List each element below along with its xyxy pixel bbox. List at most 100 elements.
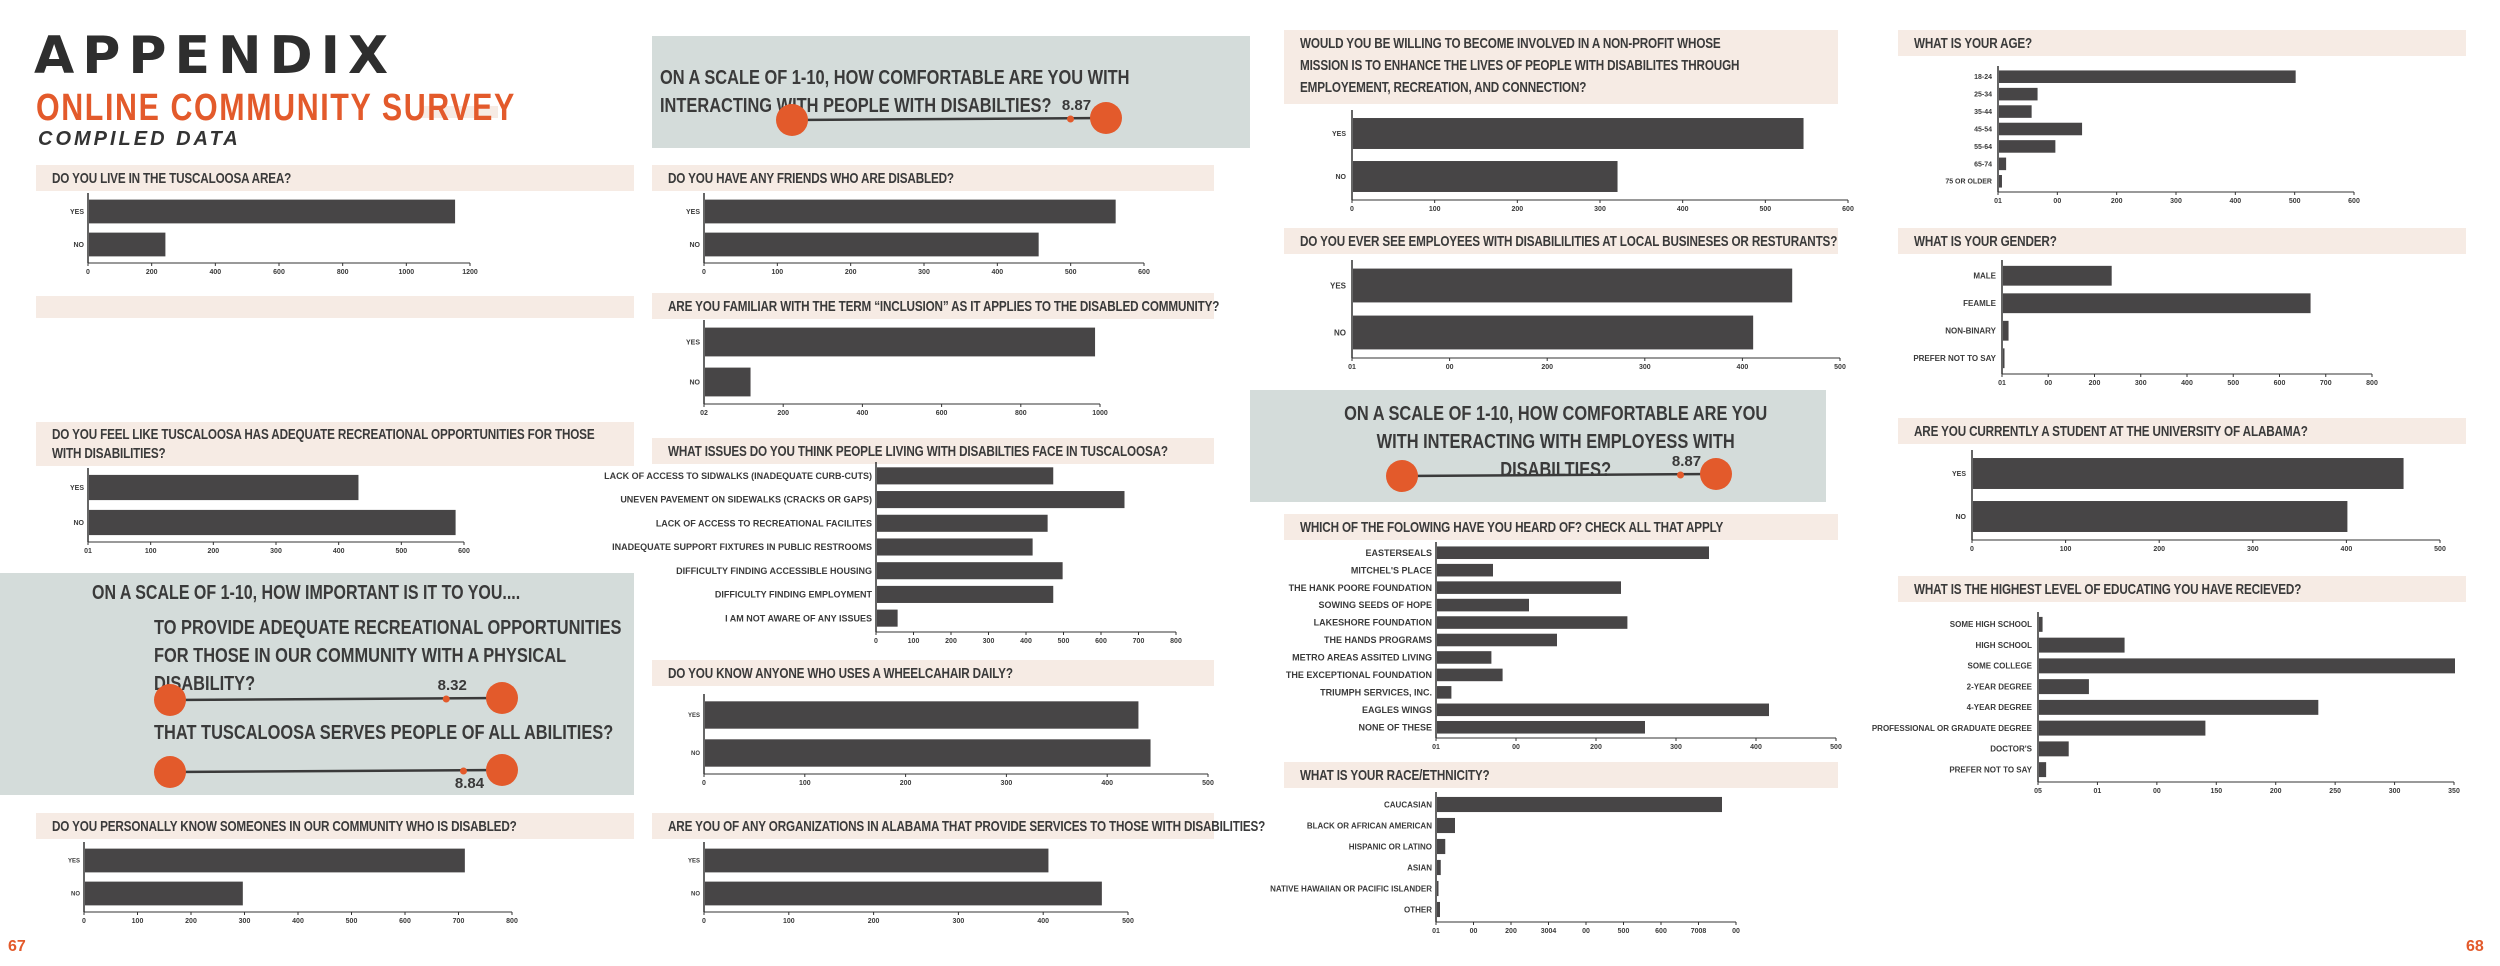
category-label-gender-1: FEAMLE — [1963, 299, 1997, 308]
tick-label-age-6: 600 — [2348, 198, 2360, 205]
bar-heard_of-4 — [1437, 616, 1628, 629]
tick-label-wheelchair-2: 200 — [900, 780, 912, 787]
category-label-age-4: 55-64 — [1974, 144, 1992, 151]
tick-label-race-0: 01 — [1432, 928, 1440, 935]
category-label-friends-0: YES — [686, 209, 700, 216]
bar-recreation-0 — [89, 474, 359, 501]
tick-label-student-5: 500 — [2434, 546, 2446, 553]
category-label-education-6: DOCTOR'S — [1990, 745, 2032, 754]
bar-gender-2 — [2003, 320, 2009, 341]
category-label-education-2: SOME COLLEGE — [1968, 662, 2033, 671]
tick-label-nonprofit-6: 600 — [1842, 206, 1854, 213]
category-label-heard_of-0: EASTERSEALS — [1365, 548, 1432, 558]
appendix-title: APPENDIX — [34, 26, 397, 86]
scale-employees-end-knob — [1700, 458, 1732, 490]
tick-label-wheelchair-1: 100 — [799, 780, 811, 787]
category-label-issues-6: I AM NOT AWARE OF ANY ISSUES — [725, 613, 872, 623]
category-label-employees_local-0: YES — [1330, 281, 1347, 290]
tick-label-gender-0: 01 — [1998, 380, 2006, 387]
scale-people-value: 8.87 — [1062, 97, 1091, 114]
bar-nonprofit-1 — [1353, 161, 1618, 192]
bar-race-0 — [1437, 796, 1722, 813]
tick-label-nonprofit-1: 100 — [1429, 206, 1441, 213]
bar-issues-1 — [877, 491, 1125, 509]
tick-label-education-7: 350 — [2448, 788, 2460, 795]
tick-label-employees_local-1: 00 — [1446, 364, 1454, 371]
category-label-gender-0: MALE — [1973, 272, 1996, 281]
tick-label-nonprofit-3: 300 — [1594, 206, 1606, 213]
bar-friends-1 — [705, 232, 1039, 257]
scale-people-track — [791, 116, 1107, 122]
tick-label-gender-2: 200 — [2089, 380, 2101, 387]
bar-age-5 — [1999, 157, 2007, 171]
tick-label-employees_local-2: 200 — [1541, 364, 1553, 371]
category-label-know_disabled-0: YES — [68, 859, 80, 865]
category-label-issues-1: UNEVEN PAVEMENT ON SIDEWALKS (CRACKS OR … — [620, 495, 872, 505]
category-label-heard_of-10: NONE OF THESE — [1358, 722, 1432, 732]
chart-heard_of: EASTERSEALS MITCHEL'S PLACE THE HANK POORE… — [1286, 542, 1842, 751]
tick-label-organizations-0: 0 — [702, 918, 706, 925]
q-employees-local-band: DO YOU EVER SEE EMPLOYEES WITH DISABILIL… — [1284, 228, 1838, 254]
scale-people: 8.87 — [776, 97, 1122, 136]
category-label-race-1: BLACK OR AFRICAN AMERICAN — [1307, 821, 1432, 830]
tick-label-race-1: 00 — [1470, 928, 1478, 935]
scale-question-abilities: THAT TUSCALOOSA SERVES PEOPLE OF ALL ABI… — [154, 722, 614, 744]
category-label-race-3: ASIAN — [1407, 863, 1432, 872]
bar-education-2 — [2039, 658, 2455, 674]
category-label-age-6: 75 OR OLDER — [1945, 179, 1992, 186]
chart-race: CAUCASIAN BLACK OR AFRICAN AMERICAN HISPAN… — [1270, 792, 1740, 935]
chart-wheelchair: YES NO 0 100 200 300 400 500 — [688, 694, 1214, 787]
category-label-organizations-1: NO — [691, 892, 700, 898]
bar-gender-0 — [2003, 265, 2112, 286]
scale-employees-value: 8.87 — [1672, 453, 1701, 470]
tick-label-gender-7: 700 — [2320, 380, 2332, 387]
tick-label-issues-1: 100 — [908, 638, 920, 645]
q-issues-band: WHAT ISSUES DO YOU THINK PEOPLE LIVING W… — [652, 438, 1214, 464]
scale-employees-start-knob — [1386, 460, 1418, 492]
survey-subtitle: ONLINE COMMUNITY SURVEY — [36, 87, 516, 129]
tick-label-tuscaloosa-3: 600 — [273, 269, 285, 276]
category-label-race-0: CAUCASIAN — [1384, 800, 1432, 809]
scale-abilities-track — [169, 768, 503, 774]
q-student-band: ARE YOU CURRENTLY A STUDENT AT THE UNIVE… — [1898, 418, 2466, 444]
tick-label-wheelchair-0: 0 — [702, 780, 706, 787]
category-label-organizations-0: YES — [688, 859, 700, 865]
category-label-education-5: PROFESSIONAL OR GRADUATE DEGREE — [1872, 724, 2033, 733]
category-label-age-0: 18-24 — [1974, 74, 1992, 81]
tick-label-heard_of-0: 01 — [1432, 744, 1440, 751]
category-label-issues-3: INADEQUATE SUPPORT FIXTURES IN PUBLIC RE… — [612, 542, 872, 552]
bar-recreation-1 — [89, 509, 456, 536]
blank-band — [36, 296, 634, 318]
chart-education: SOME HIGH SCHOOL HIGH SCHOOL SOME COLLEGE 2… — [1872, 612, 2460, 795]
tick-label-race-2: 200 — [1505, 928, 1517, 935]
tick-label-education-0: 05 — [2034, 788, 2042, 795]
q-age-band: WHAT IS YOUR AGE? — [1898, 30, 2466, 56]
tick-label-race-6: 600 — [1655, 928, 1667, 935]
tick-label-know_disabled-4: 400 — [292, 918, 304, 925]
tick-label-student-3: 300 — [2247, 546, 2259, 553]
bar-organizations-0 — [705, 848, 1049, 873]
scale-heading-importance: ON A SCALE OF 1-10, HOW IMPORTANT IS IT … — [92, 582, 521, 604]
bar-education-5 — [2039, 720, 2206, 736]
category-label-race-4: NATIVE HAWAIIAN OR PACIFIC ISLANDER — [1270, 884, 1432, 893]
tick-label-age-3: 300 — [2170, 198, 2182, 205]
bar-age-1 — [1999, 87, 2038, 101]
title-underline — [420, 106, 498, 118]
category-label-heard_of-6: METRO AREAS ASSITED LIVING — [1292, 653, 1432, 663]
tick-label-gender-6: 600 — [2274, 380, 2286, 387]
bar-student-1 — [1973, 501, 2348, 532]
scale-employees-track — [1401, 472, 1717, 478]
tick-label-education-1: 01 — [2094, 788, 2102, 795]
tick-label-tuscaloosa-4: 800 — [337, 269, 349, 276]
category-label-wheelchair-1: NO — [691, 751, 700, 757]
bar-education-1 — [2039, 637, 2125, 653]
category-label-race-5: OTHER — [1404, 905, 1432, 914]
category-label-inclusion-1: NO — [690, 379, 701, 386]
bar-tuscaloosa-1 — [89, 232, 166, 257]
tick-label-organizations-3: 300 — [953, 918, 965, 925]
tick-label-friends-0: 0 — [702, 269, 706, 276]
tick-label-inclusion-4: 800 — [1015, 410, 1027, 417]
bar-issues-5 — [877, 585, 1054, 603]
category-label-recreation-0: YES — [70, 485, 84, 492]
